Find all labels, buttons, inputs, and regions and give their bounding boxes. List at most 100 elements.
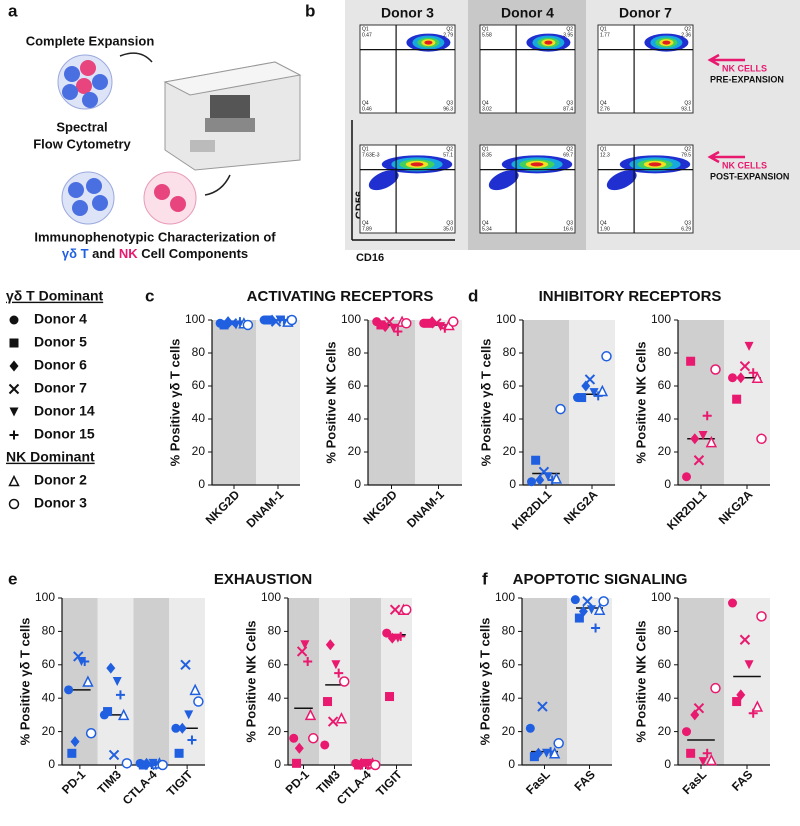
quadrant-name: Q2 [684,26,691,32]
point [106,662,116,674]
y-tick-label: 40 [502,690,516,704]
caption-part: γδ T [62,246,89,261]
point [751,371,764,383]
quadrant-value: 1.90 [600,226,610,232]
quadrant-name: Q3 [446,220,453,226]
arrow [707,150,745,164]
y-axis-label: % Positive γδ T cells [477,618,492,746]
point [82,675,94,687]
density-blob [410,162,424,167]
y-tick-label: 40 [192,411,206,425]
category-band [724,320,770,485]
point [401,318,412,329]
quadrant-value: 2.79 [443,32,453,38]
point [748,368,758,378]
panel-letter: b [305,1,315,20]
point [117,708,130,721]
point [393,327,403,337]
arrow [204,174,231,196]
y-tick-label: 0 [509,477,516,491]
point [736,372,746,384]
quadrant-name: Q1 [600,146,607,152]
point [396,631,406,641]
legend-marker [9,315,19,325]
y-tick-label: 0 [354,477,361,491]
quadrant-name: Q4 [600,220,607,226]
category-band [169,598,205,765]
y-tick-label: 80 [658,624,672,638]
quadrant-name: Q4 [482,100,489,106]
panel-letter: f [482,569,488,588]
y-axis-label: % Positive NK Cells [633,341,648,463]
legend-label: Donor 3 [34,495,87,511]
step-label: Flow Cytometry [33,136,131,151]
y-tick-label: 20 [658,724,672,738]
point [193,696,204,707]
point [756,611,767,622]
step-label: Complete Expansion [26,33,155,48]
y-tick-label: 60 [42,657,56,671]
donor-title: Donor 7 [619,5,672,21]
quadrant-name: Q3 [566,100,573,106]
point [67,748,77,758]
point [698,757,708,767]
point [705,435,718,448]
x-tick-label: NKG2A [716,487,756,527]
x-tick-label: FasL [523,767,553,797]
density-blob [606,170,637,191]
point [570,595,580,605]
legend-label: Donor 4 [34,311,87,327]
y-tick-label: 100 [496,312,516,326]
point [591,623,601,633]
y-tick-label: 0 [664,477,671,491]
point [710,682,721,694]
quadrant-value: 79.5 [681,152,691,158]
point [108,749,120,761]
quadrant-value: 3.02 [482,106,492,112]
y-tick-label: 20 [268,724,282,738]
y-tick-label: 100 [341,312,361,326]
point [587,605,597,615]
legend-marker [8,498,20,510]
legend-marker [8,383,20,395]
point [308,733,319,744]
legend-marker [9,338,19,348]
y-tick-label: 0 [198,477,205,491]
annotation-subtitle: POST-EXPANSION [710,171,789,181]
panel-letter: e [8,569,17,588]
point [300,640,310,650]
x-tick-label: FasL [680,767,710,797]
legend-marker [8,474,20,487]
quadrant-value: 5.58 [482,32,492,38]
point [732,697,742,707]
point [555,403,566,415]
point [728,598,738,608]
point [323,697,333,707]
point [286,314,298,326]
point [320,740,330,750]
quadrant-name: Q1 [362,26,369,32]
point [601,351,612,362]
y-tick-label: 0 [274,757,281,771]
y-tick-label: 80 [503,345,517,359]
x-tick-label: TIGIT [373,767,405,799]
y-tick-label: 60 [658,657,672,671]
point [177,722,187,734]
category-band [678,320,724,485]
y-tick-label: 0 [48,757,55,771]
point [294,742,304,754]
point [189,683,201,696]
y-axis-label: % Positive NK Cells [633,620,648,742]
legend-marker [9,407,19,417]
point [335,712,348,724]
quadrant-name: Q3 [684,220,691,226]
point [70,736,80,748]
point [138,760,148,770]
y-tick-label: 100 [261,590,281,604]
y-tick-label: 20 [42,724,56,738]
point [589,388,599,398]
category-band [133,598,170,765]
density-blob [544,40,553,45]
point [376,320,386,330]
category-band [350,598,381,765]
